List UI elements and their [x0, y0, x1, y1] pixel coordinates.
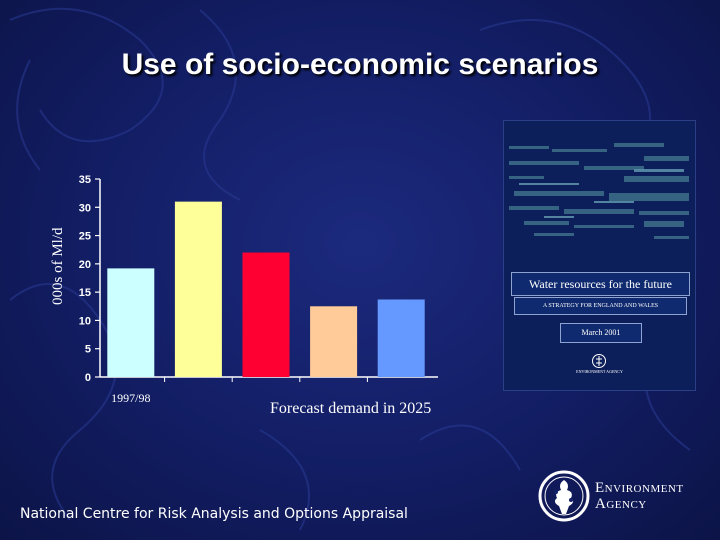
y-tick-label: 30 [79, 202, 91, 214]
logo-text-agency: Agency [595, 496, 647, 512]
cover-subtitle: A STRATEGY FOR ENGLAND AND WALES [514, 297, 687, 315]
logo-text-environment: Environment [595, 480, 684, 496]
y-tick-label: 35 [79, 174, 91, 186]
y-tick-label: 15 [79, 287, 91, 299]
bar [377, 299, 425, 377]
y-tick-label: 10 [79, 315, 91, 327]
y-tick-label: 5 [85, 344, 91, 356]
chart-subtitle: Forecast demand in 2025 [270, 400, 432, 417]
y-tick-label: 20 [79, 259, 91, 271]
environment-agency-logo-icon [538, 470, 590, 522]
cover-text-collage [509, 143, 689, 239]
cover-agency-logo-icon [592, 354, 606, 368]
report-cover-image: Water resources for the future A STRATEG… [503, 120, 696, 391]
footer-text: National Centre for Risk Analysis and Op… [20, 506, 408, 522]
bar [242, 252, 290, 377]
cover-title: Water resources for the future [511, 272, 690, 296]
cover-agency-name: ENVIRONMENT AGENCY [576, 369, 623, 374]
y-tick-label: 0 [85, 372, 91, 384]
bar [310, 306, 358, 377]
bar [174, 201, 222, 377]
bar-chart: 0 5 10 15 20 25 30 35 1997/98 [79, 174, 438, 405]
y-tick-label: 25 [79, 231, 91, 243]
slide-title: Use of socio-economic scenarios [121, 48, 599, 81]
bar [107, 268, 155, 377]
x-category-label: 1997/98 [111, 391, 150, 405]
cover-date: March 2001 [560, 323, 642, 343]
